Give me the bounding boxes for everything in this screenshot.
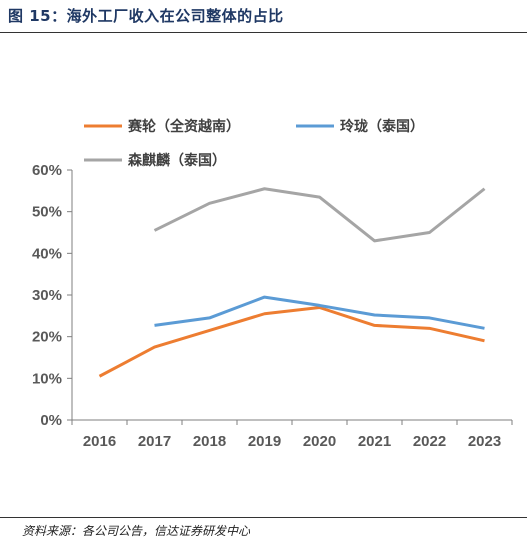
- title-divider: [0, 32, 527, 33]
- legend-label-1: 赛轮（全资越南）: [127, 118, 240, 135]
- y-tick-label: 10%: [32, 370, 62, 387]
- y-tick-label: 20%: [32, 329, 62, 346]
- legend: 赛轮（全资越南） 玲珑（泰国） 森麒麟（泰国）: [84, 118, 424, 169]
- series-lines: [98, 187, 486, 378]
- x-tick-label: 2021: [358, 433, 391, 450]
- y-tick-label: 60%: [32, 162, 62, 179]
- figure-title: 图 15：海外工厂收入在公司整体的占比: [8, 7, 284, 25]
- x-tick-label: 2018: [193, 433, 226, 450]
- y-tick-label: 0%: [40, 412, 62, 429]
- series-line-2: [154, 295, 485, 330]
- y-tick-label: 30%: [32, 287, 62, 304]
- series-line-3: [153, 187, 486, 243]
- y-tick-label: 50%: [32, 204, 62, 221]
- legend-label-3: 森麒麟（泰国）: [128, 152, 226, 169]
- x-tick-label: 2016: [83, 433, 116, 450]
- x-tick-label: 2017: [138, 433, 171, 450]
- axes: 0% 10% 20% 30% 40% 50% 60% 2016 2017 2018 2019 2020…: [32, 162, 513, 450]
- series-line-1: [98, 306, 485, 378]
- x-tick-label: 2022: [413, 433, 446, 450]
- x-tick-label: 2020: [303, 433, 336, 450]
- y-tick-label: 40%: [32, 245, 62, 262]
- x-tick-label: 2023: [468, 433, 501, 450]
- legend-label-2: 玲珑（泰国）: [340, 118, 424, 135]
- source-note: 资料来源：各公司公告，信达证券研发中心: [22, 524, 251, 538]
- source-divider: [0, 517, 527, 518]
- x-tick-label: 2019: [248, 433, 281, 450]
